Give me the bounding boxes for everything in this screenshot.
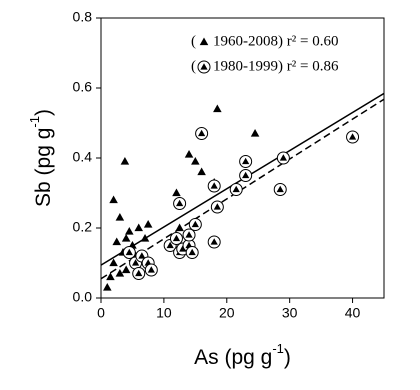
x-axis-label-part: ) [284,346,291,369]
legend-fit-label: ) r² = 0.60 [278,33,338,49]
y-tick-label: 0.4 [73,149,93,165]
circle-inner-triangle [188,248,196,256]
circle-point [239,155,253,168]
circle-point [273,183,287,196]
x-tick-label: 10 [156,305,172,321]
circle-point [229,183,243,196]
triangle-point [213,104,222,113]
x-tick-label: 20 [219,305,235,321]
legend-fit-label: ) r² = 0.86 [278,58,339,74]
x-tick-label: 0 [97,305,105,321]
circle-point [182,228,196,242]
circle-point [195,127,209,140]
triangle-point [106,272,115,281]
circle-inner-triangle [176,199,184,207]
circle-point [239,169,253,182]
triangle-point [125,227,134,235]
circle-inner-triangle [276,185,284,193]
circle-inner-triangle [172,234,181,242]
triangle-point [121,234,131,242]
x-tick-label: 30 [282,305,298,321]
circle-inner-triangle [147,266,155,273]
y-tick-label: 0.2 [73,219,93,235]
triangle-point [191,157,200,165]
circle-inner-triangle [135,269,143,277]
triangle-point [109,258,118,267]
circle-inner-triangle [210,182,218,189]
triangle-point [197,167,206,176]
circle-inner-triangle [198,129,206,137]
x-axis-label-part: As (pg g [194,346,272,369]
y-axis-label-part: ) [32,109,55,116]
triangle-point [121,265,131,274]
triangle-point [143,220,153,228]
circle-inner-triangle [279,154,287,161]
legend-paren: ( [191,58,196,74]
circle-point [173,197,187,210]
y-tick-label: 0.6 [73,79,93,95]
circle-point [276,151,290,165]
circle-inner-triangle [138,252,146,259]
circle-point [188,218,202,231]
circle-inner-triangle [213,203,221,210]
x-axis-label: As (pg g-1) [194,341,291,368]
circle-point [346,130,360,144]
triangle-point [109,195,118,204]
circle-inner-triangle [131,259,140,266]
triangle-point [184,150,194,158]
circle-point [122,246,136,259]
circle-point [207,179,221,193]
triangle-point [172,188,181,197]
triangle-point [115,213,125,221]
circle-point [210,200,224,214]
circle-inner-triangle [242,157,250,165]
circle-inner-triangle [232,185,240,193]
legend-marker [199,37,209,46]
triangle-point [134,223,144,232]
circle-inner-triangle [166,241,174,249]
x-axis-label-part: -1 [272,341,284,356]
circle-point [132,267,146,280]
y-axis-label: Sb (pg g-1) [27,109,54,207]
circle-inner-triangle [200,63,208,70]
triangle-point [175,223,184,232]
triangle-point [112,237,121,246]
legend-marker [197,60,211,74]
circle-point [207,235,221,249]
circle-inner-triangle [185,231,193,238]
triangle-point [140,234,150,242]
legend-label: 1980-1999 [213,58,278,74]
circle-inner-triangle [242,171,250,179]
triangle-point [250,129,260,137]
legend-paren: ( [191,33,196,49]
triangle-point [120,157,130,165]
circle-point [144,263,158,277]
circle-inner-triangle [210,238,218,245]
legend-label: 1960-2008 [213,33,278,49]
y-axis-label-part: -1 [27,116,42,128]
triangle-point [103,283,112,291]
circle-point [185,246,199,259]
circle-inner-triangle [191,220,199,228]
y-tick-label: 0.8 [73,9,93,25]
circle-inner-triangle [348,133,357,140]
circle-point [169,232,183,245]
circle-inner-triangle [125,248,133,256]
y-axis-label-part: Sb (pg g [32,128,55,207]
x-tick-label: 40 [345,305,361,321]
y-tick-label: 0.0 [73,289,93,305]
triangle-point [115,269,125,277]
